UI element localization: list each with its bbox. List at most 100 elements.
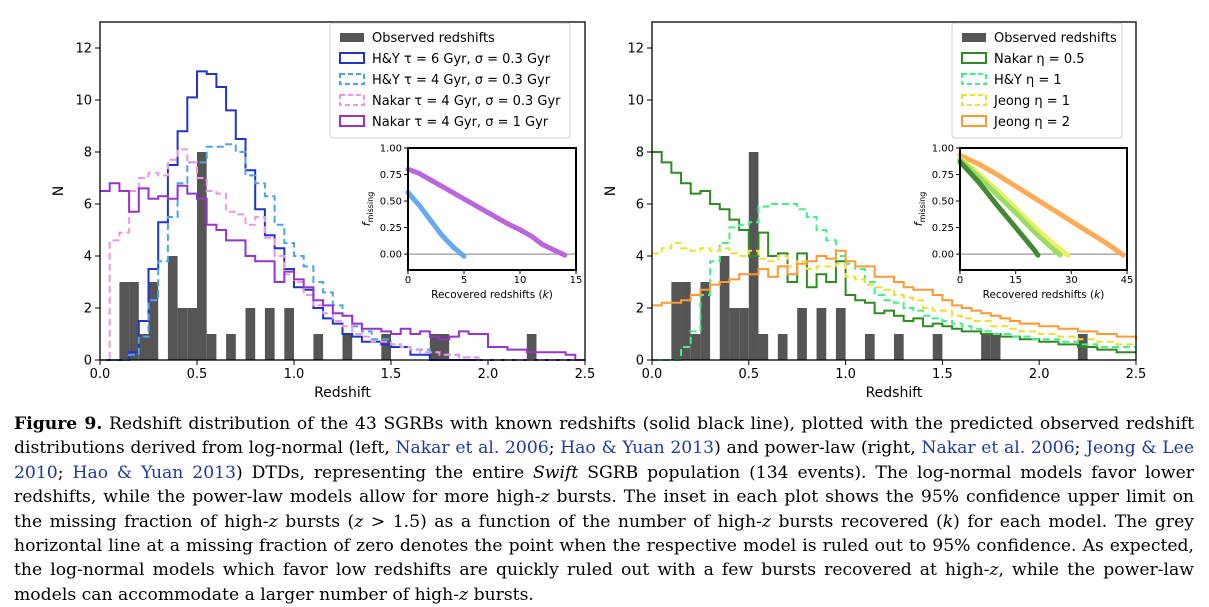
observed-bar [719, 256, 730, 360]
plot-frame [99, 21, 586, 361]
x-tick-label: 0.0 [642, 367, 663, 382]
caption-italic: z [268, 511, 278, 532]
observed-bar [138, 334, 149, 360]
observed-bar [264, 308, 275, 360]
caption-text: bursts. The inset in each plot shows the… [14, 487, 1195, 532]
observed-bar [690, 334, 701, 360]
inset-x-axis-label-part: Recovered redshifts ( [431, 289, 543, 301]
inset-series-line [957, 159, 1041, 258]
y-tick-label: 12 [75, 42, 92, 57]
model-series-line [100, 70, 585, 361]
caption-italic: z [761, 511, 771, 532]
legend-box [329, 22, 571, 139]
inset-y-tick-label: 0.00 [932, 250, 954, 261]
caption-text: ) for each model. The grey horizontal li… [14, 511, 1195, 581]
inset-x-axis-label-part: Recovered redshifts ( [983, 289, 1095, 301]
inset-y-tick-label: 0.50 [932, 197, 954, 208]
observed-bar [226, 334, 236, 360]
observed-bar [739, 308, 749, 360]
plot-frame [651, 21, 1137, 361]
inset-y-tick-label: 1.00 [932, 144, 954, 155]
citation-link[interactable]: Nakar et al. 2006 [921, 438, 1075, 459]
y-tick-label: 12 [627, 42, 644, 57]
caption-text: , while the power-law models can accommo… [14, 560, 1194, 605]
y-axis-label: N [51, 186, 67, 196]
observed-bar [777, 334, 788, 360]
inset-background [408, 148, 576, 270]
legend-swatch [962, 33, 986, 42]
inset-y-axis-label: fmissing [912, 192, 927, 227]
inset-series-line [405, 190, 467, 259]
observed-bar [526, 334, 537, 360]
legend-swatch [961, 94, 987, 106]
model-series-line [652, 249, 1137, 340]
legend-label: Nakar τ = 4 Gyr, σ = 1 Gyr [372, 115, 549, 130]
inset-x-tick-label: 30 [1065, 275, 1078, 286]
figure-panels: 0.0 0.5 1.0 1.5 2.0 2.5 0 2 4 6 8 10 12 Redshift N Obse… [51, 21, 1146, 401]
caption-text: Redshift distribution of the 43 SGRBs wi… [14, 414, 1194, 459]
x-tick-label: 1.5 [381, 367, 402, 382]
observed-bar [119, 282, 130, 360]
inset-y-tick-label: 0.00 [380, 250, 402, 261]
legend-label: Nakar η = 0.5 [994, 52, 1085, 67]
legend-swatch [340, 33, 364, 42]
legend-label: Jeong η = 1 [993, 94, 1070, 109]
legend-swatch [339, 52, 365, 64]
caption-italic: Swift [533, 462, 579, 483]
observed-bar [177, 308, 188, 360]
observed-bar [797, 308, 807, 360]
y-tick-label: 10 [627, 94, 644, 109]
figure-caption: Figure 9. Redshift distribution of the 4… [14, 412, 1194, 607]
legend-swatch [961, 73, 987, 85]
inset-y-tick-label: 0.50 [380, 197, 402, 208]
x-tick-label: 0.0 [90, 367, 111, 382]
observed-bar [129, 282, 139, 360]
observed-bar [313, 334, 324, 360]
x-tick-label: 1.0 [835, 367, 856, 382]
citation-link[interactable]: Hao & Yuan 2013 [560, 438, 715, 459]
y-tick-label: 8 [636, 146, 644, 161]
model-series-line [100, 182, 585, 361]
inset-frame [959, 147, 1128, 271]
inset-x-tick-label: 0 [405, 275, 411, 286]
citation-link[interactable]: Jeong & Lee 2010 [14, 438, 1194, 483]
legend-label: H&Y η = 1 [994, 73, 1062, 88]
y-tick-label: 2 [84, 302, 92, 317]
y-tick-label: 0 [84, 354, 92, 369]
inset-x-tick-label: 15 [1009, 275, 1022, 286]
y-tick-label: 8 [84, 146, 92, 161]
inset-y-axis-label-part: f [360, 220, 373, 226]
y-tick-label: 4 [84, 250, 92, 265]
legend-label: Observed redshifts [372, 31, 495, 46]
y-tick-label: 4 [636, 250, 644, 265]
observed-bar [981, 334, 991, 360]
x-tick-label: 2.0 [478, 367, 499, 382]
inset-y-axis-label: fmissing [360, 192, 375, 227]
caption-text: bursts ( [285, 511, 355, 532]
observed-bar [197, 152, 207, 360]
observed-bar [990, 334, 1001, 360]
caption-text: SGRB population (134 events). The log-no… [14, 462, 1194, 508]
inset-x-axis-label-part: k [1094, 289, 1101, 301]
observed-bar [681, 282, 691, 360]
x-tick-label: 2.0 [1029, 367, 1050, 382]
caption-text: ; [57, 462, 64, 483]
observed-bar [439, 334, 450, 360]
observed-bar [671, 282, 682, 360]
y-tick-label: 10 [75, 94, 92, 109]
caption-italic: z [459, 584, 469, 605]
x-tick-label: 0.5 [187, 367, 208, 382]
legend-label: H&Y τ = 6 Gyr, σ = 0.3 Gyr [372, 52, 551, 67]
inset-x-tick-label: 5 [461, 275, 467, 286]
citation-link[interactable]: Nakar et al. 2006 [395, 438, 549, 459]
y-tick-label: 2 [636, 302, 644, 317]
y-tick-label: 0 [636, 354, 644, 369]
legend-swatch [961, 115, 987, 127]
y-tick-label: 6 [636, 198, 644, 213]
inset-y-tick-label: 1.00 [380, 144, 402, 155]
observed-bar [206, 334, 217, 360]
observed-bar [148, 282, 159, 360]
model-series-line [652, 203, 1136, 361]
citation-link[interactable]: Hao & Yuan 2013 [72, 462, 237, 483]
x-tick-label: 1.0 [284, 367, 305, 382]
